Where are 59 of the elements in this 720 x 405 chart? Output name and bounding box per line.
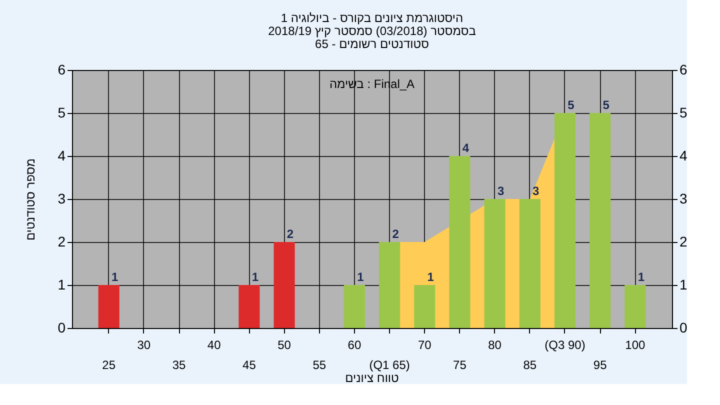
bar [238,285,260,328]
x-tick-label: 30 [137,338,151,352]
y2-tick-label: 6 [680,62,688,78]
y-tick-label: 6 [58,62,66,78]
data-label: 1 [427,270,434,284]
y2-tick-label: 1 [680,276,688,292]
data-label: 5 [602,98,610,112]
x-tick-label: 50 [278,338,292,352]
data-label: 1 [112,270,118,284]
y-tick-label: 0 [58,320,66,336]
data-label: 5 [568,98,575,112]
y-tick-label: 1 [58,276,66,292]
x-tick-label: 85 [523,358,537,372]
y2-tick-label: 3 [680,190,688,206]
text: היסטוגרמת ציונים בקורס - ביולוגיה 1 [280,11,464,25]
x-tick-label: 60 [348,338,362,352]
x-tick-label: 55 [312,358,326,372]
bar [414,285,436,328]
y-tick-label: 4 [58,148,66,164]
bar [274,242,295,328]
bar [624,285,646,328]
x-tick-label: 70 [418,338,432,352]
bar [519,199,540,328]
x-tick-label: 45 [242,358,256,372]
data-label: 3 [532,184,540,198]
data-label: 1 [638,270,645,284]
bar [344,285,365,328]
bar [590,113,611,328]
bar [554,113,576,328]
data-label: 1 [357,270,364,284]
y2-tick-label: 4 [680,148,688,164]
x-tick-label: 25 [102,358,116,372]
bar [98,285,120,328]
x-tick-label: 100 [625,338,646,352]
text: סטודנטים רשומים - 65 [315,37,429,51]
bar [449,156,470,328]
x-tick-label: 75 [453,358,467,372]
bar [484,199,506,328]
y2-tick-label: 0 [680,320,688,336]
x-tick-label: 35 [172,358,186,372]
data-label: 4 [462,141,470,155]
x-tick-label: 40 [207,338,222,352]
y2-tick-label: 5 [680,104,688,120]
y2-tick-label: 2 [680,234,688,250]
data-label: 2 [286,227,294,241]
x-tick-label: 95 [593,358,608,372]
text: בסמסטר (03/2018) סמסטר קיץ 2018/19 [268,24,476,38]
data-label: 2 [392,227,400,241]
data-label: 1 [252,270,259,284]
x-axis-title: טווח ציונים [345,371,400,385]
y-axis-title: מספר סטודנטים [24,158,38,241]
y-tick-label: 2 [58,234,66,250]
x-tick-label: 80 [488,338,502,352]
y-tick-label: 3 [58,190,66,206]
x-tick-label: (Q3 90) [544,338,586,352]
data-label: 3 [497,184,504,198]
y-tick-label: 5 [58,104,66,120]
x-tick-label: (Q1 65) [369,358,410,372]
bar [379,242,400,328]
